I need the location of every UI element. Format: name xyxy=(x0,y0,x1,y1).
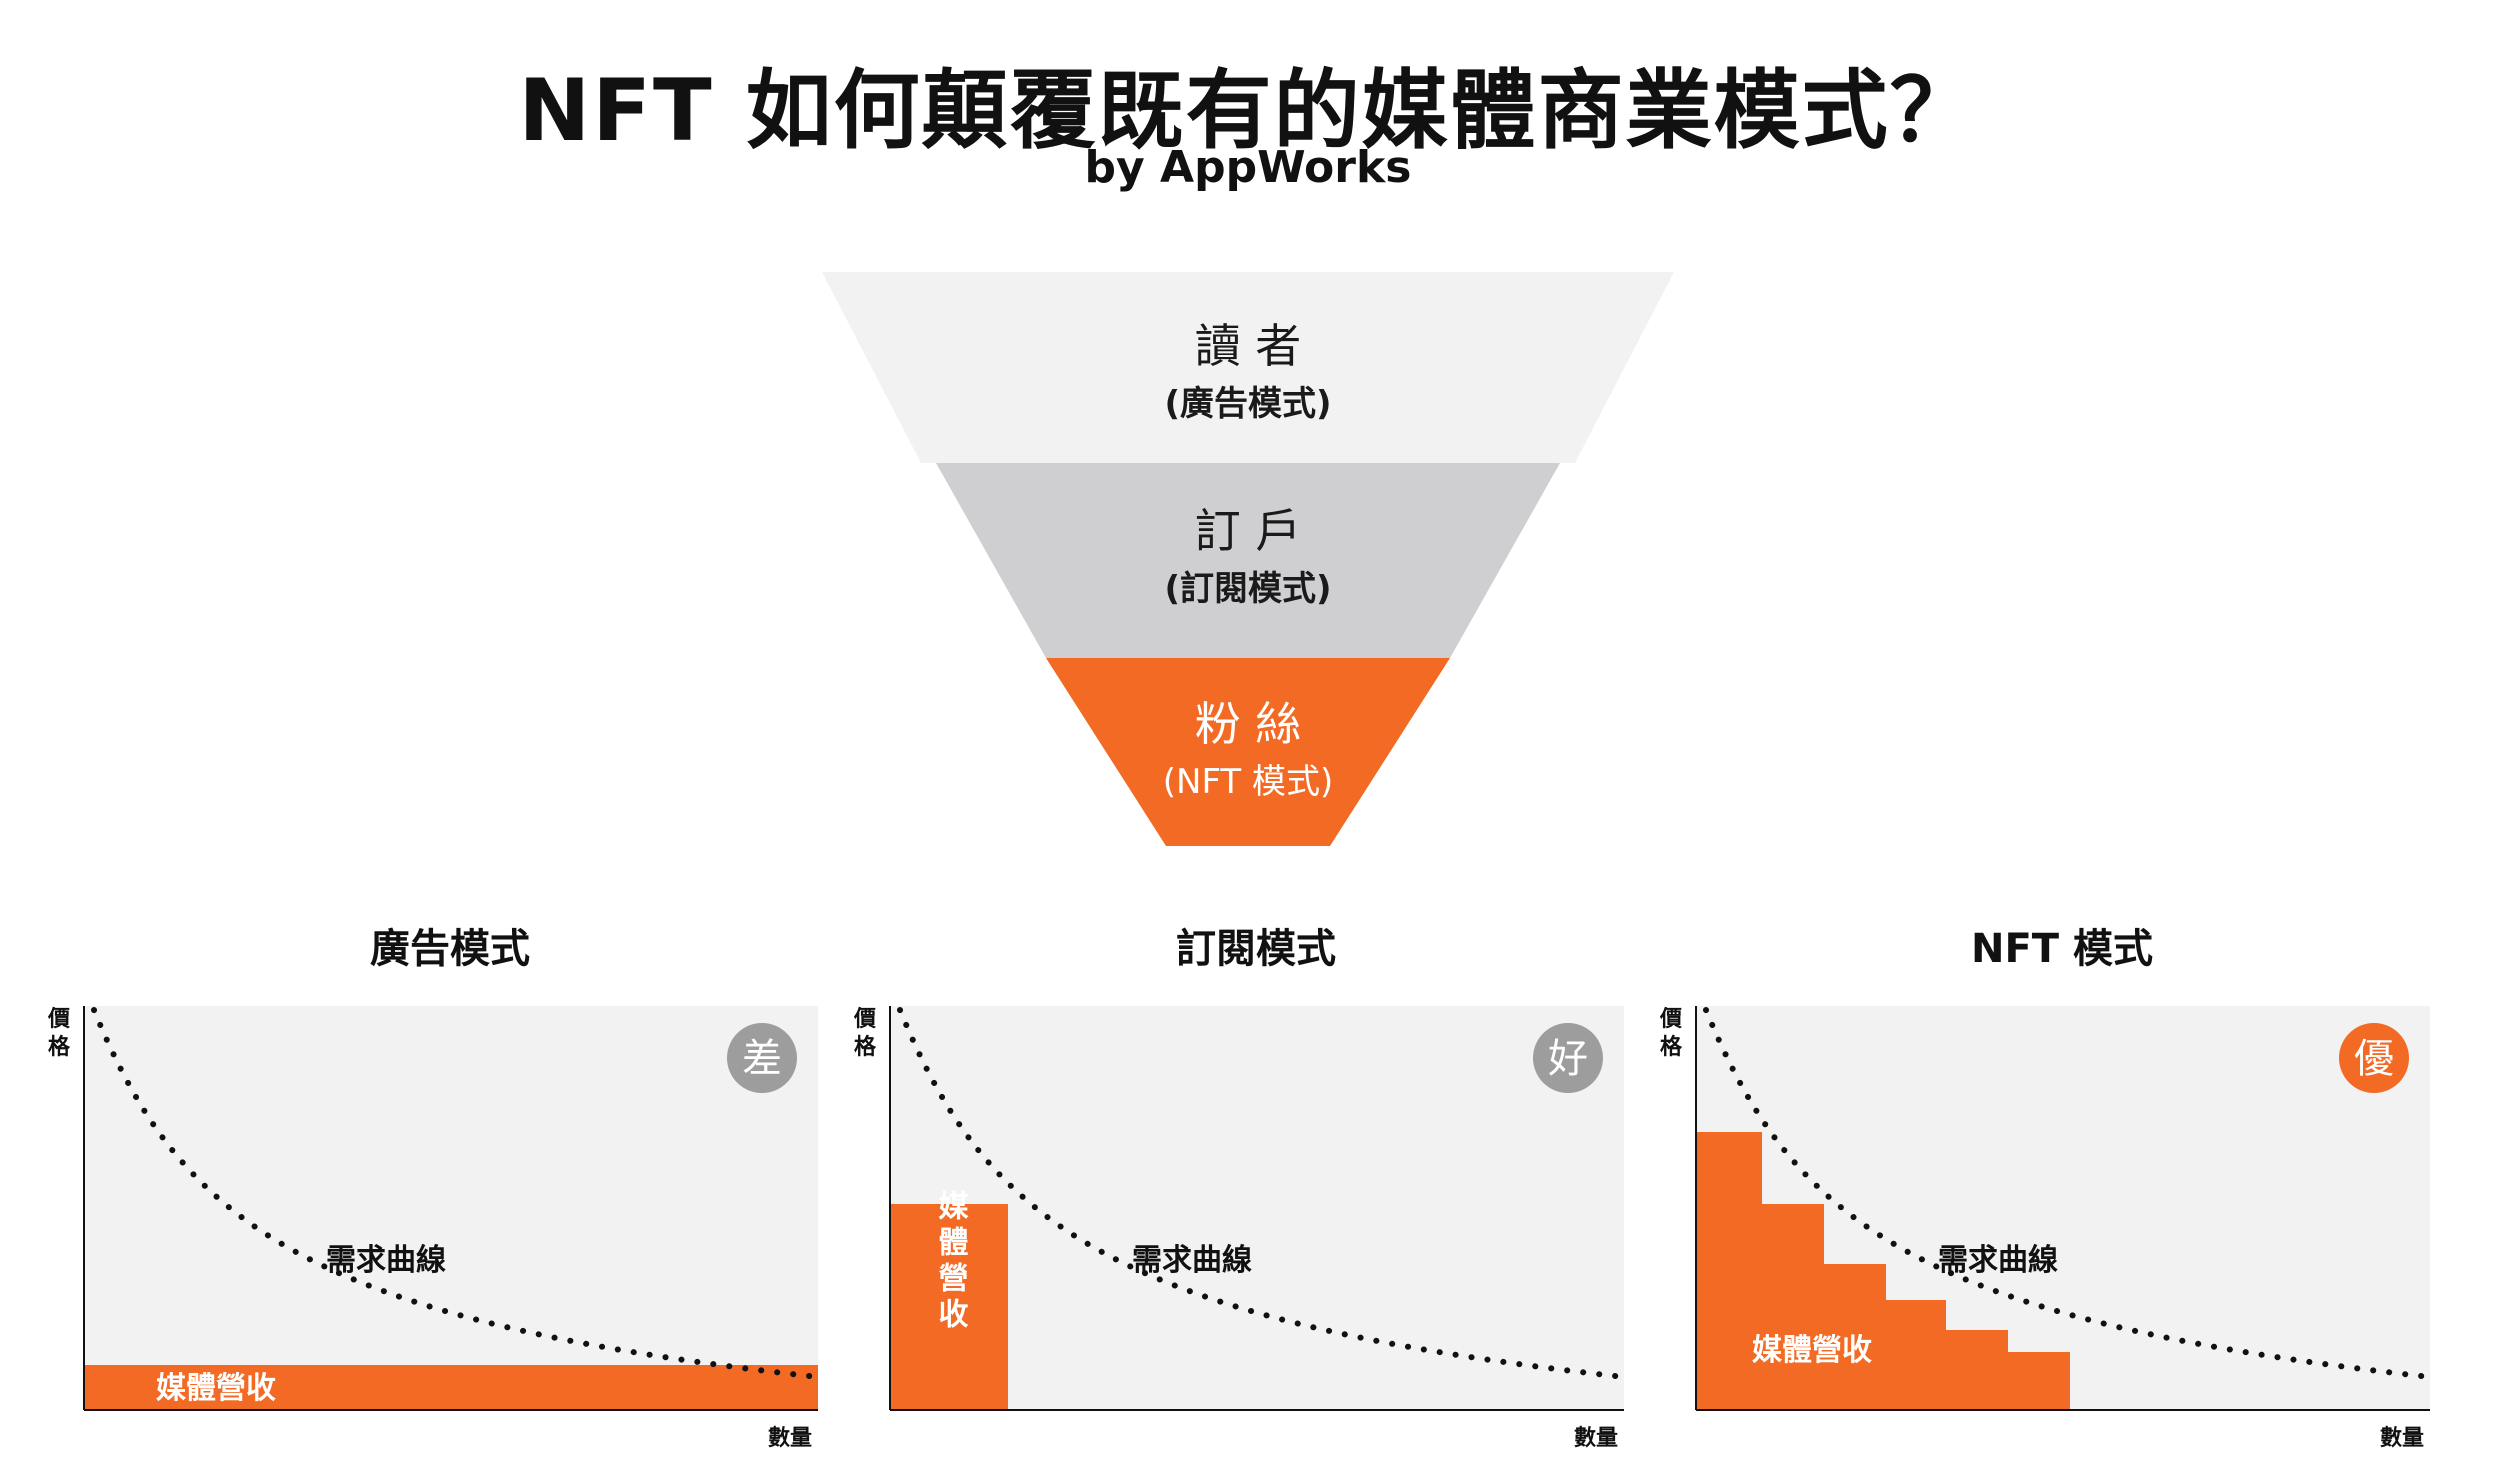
rating-badge-text: 優 xyxy=(2354,1036,2394,1082)
demand-curve xyxy=(897,1007,1627,1380)
rating-badge-text: 好 xyxy=(1548,1036,1588,1082)
y-axis-label-1: 價 xyxy=(853,1007,877,1032)
y-axis-label-1: 價 xyxy=(47,1007,71,1032)
funnel-sub-subscribers: (訂閱模式) xyxy=(1164,569,1331,609)
funnel-sub-fans: (NFT 模式) xyxy=(1163,762,1334,802)
revenue-label-vertical: 媒體營收 xyxy=(933,1190,969,1334)
chart-panel xyxy=(84,1006,818,1410)
y-axis-label-1: 價 xyxy=(1659,1007,1683,1032)
x-axis-label: 數量 xyxy=(768,1426,812,1451)
revenue-bar xyxy=(84,1365,818,1410)
demand-curve xyxy=(1703,1007,2433,1380)
y-axis-label-2: 格 xyxy=(1660,1034,1683,1060)
funnel-label-readers: 讀 者 xyxy=(1195,319,1302,373)
funnel-tier-readers xyxy=(822,272,1674,463)
rating-badge xyxy=(1533,1023,1603,1093)
curve-label: 需求曲線 xyxy=(1132,1243,1252,1278)
chart-ad-model: 廣告模式 價 格 數量 需求曲線 媒體營收 差 xyxy=(47,926,821,1451)
revenue-label: 媒體營收 xyxy=(1752,1333,1872,1368)
chart-title: NFT 模式 xyxy=(1971,926,2153,972)
funnel-sub-readers: (廣告模式) xyxy=(1164,384,1331,424)
y-axis-label-2: 格 xyxy=(48,1034,71,1060)
rating-badge-text: 差 xyxy=(742,1036,782,1082)
chart-nft-model: NFT 模式 價 格 數量 需求曲線 媒體營收 優 xyxy=(1659,926,2433,1451)
chart-panel xyxy=(890,1006,1624,1410)
page-subtitle: by AppWorks xyxy=(1084,142,1412,193)
funnel: 讀 者 (廣告模式) 訂 戶 (訂閱模式) 粉 絲 (NFT 模式) xyxy=(822,272,1674,846)
x-axis-label: 數量 xyxy=(1574,1426,1618,1451)
y-axis-label-2: 格 xyxy=(854,1034,877,1060)
rating-badge xyxy=(727,1023,797,1093)
funnel-label-subscribers: 訂 戶 xyxy=(1195,504,1302,558)
funnel-tier-fans xyxy=(1046,658,1450,846)
curve-label: 需求曲線 xyxy=(1938,1243,2058,1278)
revenue-label: 媒體營收 xyxy=(156,1371,276,1406)
page-title: NFT 如何顛覆既有的媒體商業模式？ xyxy=(518,61,1978,161)
funnel-label-fans: 粉 絲 xyxy=(1195,697,1302,751)
rating-badge xyxy=(2339,1023,2409,1093)
funnel-tier-subscribers xyxy=(936,463,1560,658)
revenue-staircase xyxy=(1696,1132,2070,1410)
chart-subscription-model: 訂閱模式 價 格 數量 需求曲線 媒體營收 好 xyxy=(853,926,1627,1451)
demand-curve xyxy=(91,1007,821,1380)
x-axis-label: 數量 xyxy=(2380,1426,2424,1451)
chart-title: 訂閱模式 xyxy=(1176,926,1336,972)
revenue-bar xyxy=(890,1204,1008,1410)
curve-label: 需求曲線 xyxy=(326,1243,446,1278)
chart-title: 廣告模式 xyxy=(370,926,530,972)
